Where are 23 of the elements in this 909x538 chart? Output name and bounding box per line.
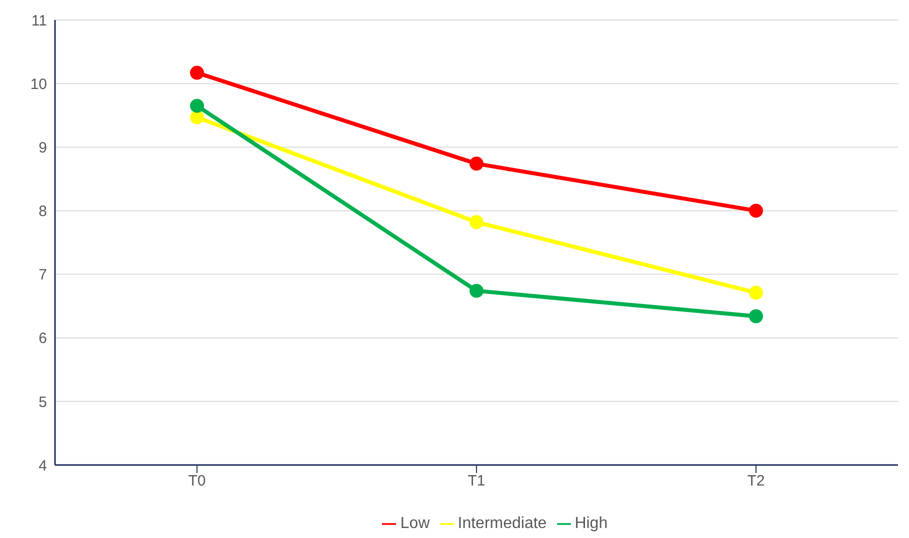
y-tick-label: 8 bbox=[38, 203, 47, 220]
y-tick-label: 10 bbox=[30, 76, 47, 93]
point bbox=[749, 204, 763, 218]
point bbox=[470, 284, 484, 298]
point bbox=[190, 98, 204, 113]
point bbox=[190, 66, 204, 80]
x-tick-label: T1 bbox=[468, 472, 486, 490]
y-tick-label: 9 bbox=[38, 139, 47, 156]
legend-label: High bbox=[574, 515, 608, 532]
y-tick-label: 4 bbox=[38, 457, 47, 474]
legend-label: Low bbox=[400, 515, 430, 532]
point bbox=[749, 286, 763, 300]
x-tick-label: T2 bbox=[747, 472, 765, 490]
y-tick-label: 5 bbox=[38, 394, 47, 411]
point bbox=[470, 215, 484, 230]
y-tick-label: 6 bbox=[38, 330, 47, 348]
point bbox=[470, 156, 484, 171]
x-tick-label: T0 bbox=[188, 472, 206, 490]
point bbox=[190, 110, 204, 124]
y-tick-label: 11 bbox=[31, 12, 47, 30]
y-tick-label: 7 bbox=[38, 266, 47, 284]
legend-label: Intermediate bbox=[458, 515, 547, 532]
point bbox=[749, 309, 763, 324]
